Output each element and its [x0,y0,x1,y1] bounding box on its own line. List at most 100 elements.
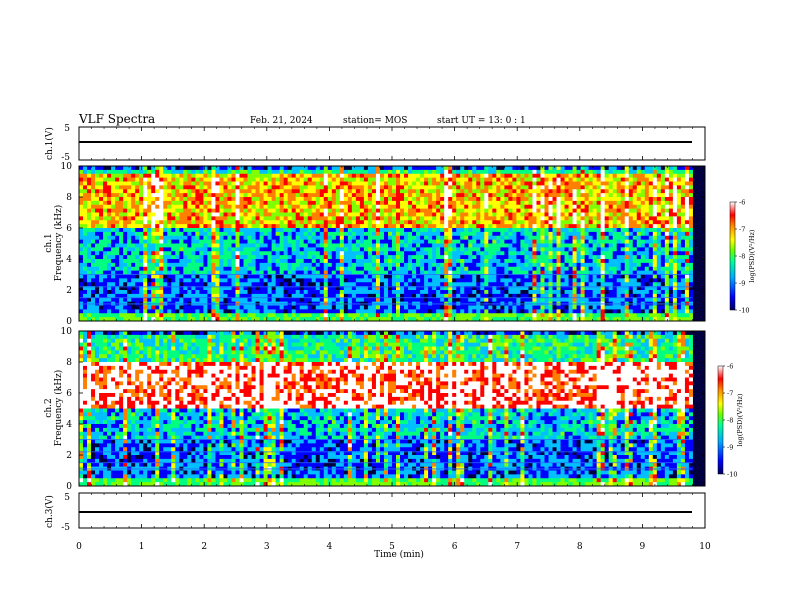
spectrogram-cell [512,231,517,237]
spectrogram-cell [548,177,553,182]
spectrogram-cell [287,173,293,179]
spectrogram-cell [283,185,289,190]
spectrogram-cell [259,177,264,182]
spectrogram-cell [476,262,481,268]
spectrogram-cell [452,262,457,268]
spectrogram-cell [576,166,581,171]
spectrogram-cell [83,282,88,287]
spectrogram-cell [444,247,449,252]
spectrogram-cell [167,290,172,295]
spectrogram-cell [147,305,152,310]
spectrogram-cell [480,297,485,303]
spectrogram-cell [307,286,313,291]
spectrogram-cell [520,224,525,229]
spectrogram-cell [279,255,285,260]
spectrogram-cell [504,193,509,198]
spectrogram-cell [524,274,529,279]
spectrogram-cell [355,169,361,175]
spectrogram-cell [436,266,441,272]
spectrogram-cell [428,220,433,225]
spectrogram-cell [383,193,389,198]
spectrogram-cell [307,200,313,206]
spectrogram-cell [468,181,473,186]
spectrogram-cell [143,243,148,248]
spectrogram-cell [107,262,112,268]
spectrogram-cell [147,197,152,202]
spectrogram-cell [167,274,172,279]
spectrogram-cell [347,293,353,299]
spectrogram-cell [528,270,533,275]
spectrogram-cell [416,247,421,252]
spectrogram-cell [175,317,180,322]
spectrogram-cell [375,228,381,233]
spectrogram-cell [520,212,525,217]
spectrogram-cell [327,231,333,237]
spectrogram-cell [87,177,92,182]
spectrogram-cell [404,247,409,252]
spectrogram-cell [524,197,529,202]
spectrogram-cell [444,216,449,221]
spectrogram-cell [576,228,581,233]
spectrogram-cell [548,216,553,221]
spectrogram-cell [532,274,537,279]
spectrogram-cell [331,212,337,217]
spectrogram-cell [472,173,477,179]
spectrogram-cell [339,297,345,303]
spectrogram-cell [199,189,204,194]
spectrogram-cell [107,255,112,260]
spectrogram-cell [379,259,385,264]
spectrogram-cell [456,270,461,275]
spectrogram-cell [452,255,457,260]
spectrogram-cell [524,166,529,171]
spectrogram-cell [79,204,84,210]
spectrogram-cell [163,193,168,198]
spectrogram-cell [556,166,561,171]
spectrogram-cell [560,305,565,310]
spectrogram-cell [363,185,369,190]
spectrogram-cell [556,290,561,295]
spectrogram-cell [444,220,449,225]
spectrogram-cell [488,274,493,279]
spectrogram-cell [456,239,461,244]
spectrogram-cell [215,309,220,314]
spectrogram-cell [223,262,228,268]
spectrogram-cell [155,228,160,233]
spectrogram-cell [460,293,465,299]
spectrogram-cell [311,274,317,279]
spectrogram-cell [247,251,252,256]
spectrogram-cell [303,297,309,303]
spectrogram-cell [155,259,160,264]
spectrogram-cell [187,216,192,221]
spectrogram-cell [367,200,373,206]
spectrogram-cell [283,169,289,175]
spectrogram-cell [383,270,389,275]
spectrogram-cell [95,309,100,314]
spectrogram-cell [155,282,160,287]
spectrogram-cell [111,193,116,198]
spectrogram-cell [560,228,565,233]
spectrogram-cell [175,216,180,221]
spectrogram-cell [79,278,84,283]
spectrogram-cell [488,309,493,314]
spectrogram-cell [464,313,469,318]
spectrogram-cell [504,173,509,179]
spectrogram-cell [83,270,88,275]
spectrogram-cell [424,185,429,190]
spectrogram-cell [263,224,268,229]
spectrogram-cell [151,243,156,248]
spectrogram-cell [187,317,192,322]
spectrogram-cell [416,231,421,237]
spectrogram-cell [175,173,180,179]
spectrogram-cell [331,293,337,299]
spectrogram-cell [359,270,365,275]
spectrogram-cell [392,313,397,318]
spectrogram-cell [147,282,152,287]
spectrogram-cell [191,239,196,244]
spectrogram-cell [496,228,501,233]
spectrogram-cell [375,216,381,221]
spectrogram-cell [147,204,152,210]
spectrogram-cell [343,251,349,256]
spectrogram-cell [524,293,529,299]
spectrogram-cell [496,200,501,206]
spectrogram-cell [123,185,128,190]
